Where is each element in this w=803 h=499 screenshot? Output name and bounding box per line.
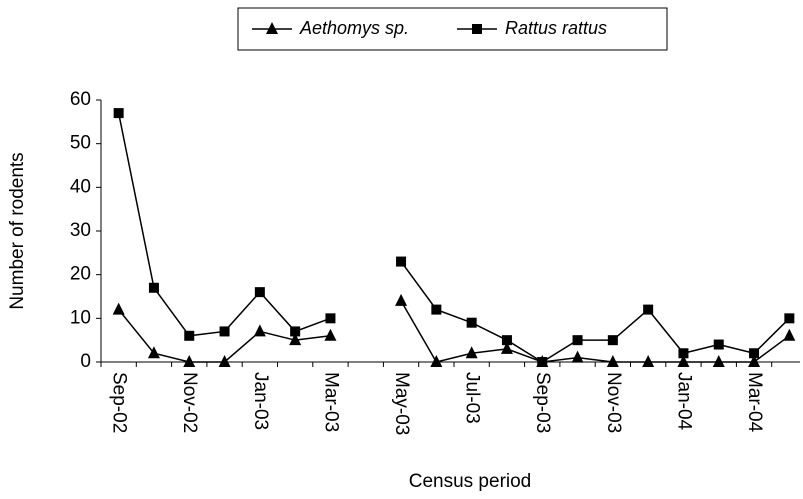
marker	[678, 348, 689, 359]
x-tick-label: Mar-03	[320, 372, 341, 432]
marker	[749, 348, 760, 359]
marker	[219, 326, 230, 337]
marker	[113, 108, 124, 119]
marker	[572, 335, 583, 346]
x-axis-title: Census period	[409, 471, 532, 492]
marker	[501, 335, 512, 346]
marker	[748, 355, 761, 367]
marker	[783, 328, 796, 341]
marker	[784, 313, 795, 324]
marker	[465, 346, 478, 359]
marker	[571, 350, 584, 363]
marker	[607, 335, 618, 346]
marker	[253, 324, 266, 337]
marker	[472, 24, 482, 34]
x-tick-label: Jul-03	[462, 372, 483, 424]
marker	[218, 355, 231, 367]
marker	[184, 330, 195, 341]
x-tick-label: Jan-03	[250, 372, 271, 430]
marker	[289, 333, 302, 346]
y-tick-label: 40	[70, 176, 91, 197]
y-tick-label: 10	[70, 307, 91, 328]
marker	[642, 355, 655, 367]
marker	[643, 304, 654, 315]
y-tick-label: 30	[70, 220, 91, 241]
legend-label: Aethomys sp.	[299, 18, 409, 38]
y-tick-label: 20	[70, 264, 91, 285]
x-tick-label: Nov-03	[603, 372, 624, 433]
marker	[713, 339, 724, 350]
x-tick-label: Nov-02	[179, 372, 200, 433]
marker	[430, 355, 443, 367]
marker	[324, 328, 337, 341]
marker	[147, 346, 160, 359]
marker	[431, 304, 442, 315]
y-axis-title: Number of rodents	[7, 152, 28, 309]
marker	[677, 355, 690, 367]
y-tick-label: 60	[70, 89, 91, 110]
marker	[537, 357, 548, 367]
marker	[254, 287, 265, 298]
x-tick-label: Sep-03	[532, 372, 553, 433]
y-tick-label: 50	[70, 133, 91, 154]
x-tick-label: Jan-04	[673, 372, 694, 431]
marker	[606, 355, 619, 367]
legend-box	[237, 7, 668, 51]
marker	[325, 313, 336, 324]
marker	[112, 302, 125, 315]
x-tick-label: Sep-02	[109, 372, 130, 433]
marker	[395, 293, 408, 306]
x-tick-label: May-03	[391, 372, 412, 435]
marker	[266, 22, 278, 34]
legend-label: Rattus rattus	[505, 18, 607, 38]
marker	[396, 256, 407, 267]
marker	[712, 355, 725, 367]
marker	[148, 282, 159, 293]
marker	[500, 341, 513, 354]
marker	[183, 355, 196, 367]
series-line	[117, 112, 790, 363]
marker	[290, 326, 301, 337]
y-tick-label: 0	[80, 351, 91, 372]
x-tick-label: Mar-04	[744, 372, 765, 433]
marker	[466, 317, 477, 328]
